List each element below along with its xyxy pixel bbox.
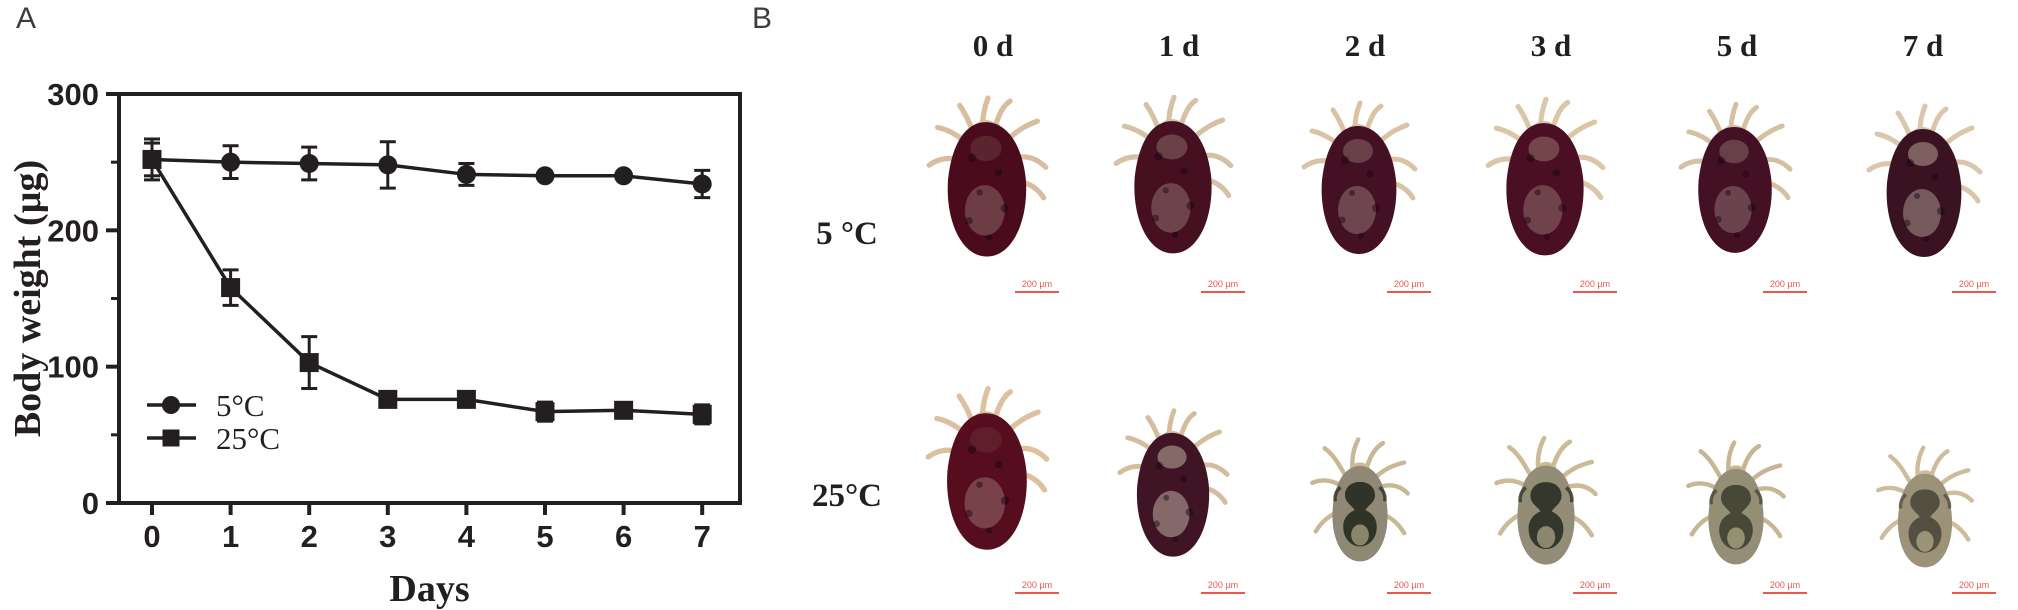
- scale-bar: 200 µm: [1573, 580, 1617, 594]
- scale-bar: 200 µm: [1387, 279, 1431, 293]
- svg-text:5°C: 5°C: [216, 388, 265, 423]
- scale-bar-label: 200 µm: [1021, 279, 1053, 290]
- micrograph-5c-2d: 200 µm: [1285, 78, 1435, 305]
- micrograph-25c-7d: 200 µm: [1850, 332, 2000, 600]
- micrograph-25c-3d: 200 µm: [1471, 332, 1621, 600]
- mite-image: [1680, 104, 1791, 253]
- scale-bar: 200 µm: [1952, 580, 1996, 594]
- micrograph-25c-0d: 200 µm: [913, 332, 1063, 600]
- column-header-5d: 5 d: [1716, 28, 1758, 63]
- mite-image: [1869, 106, 1980, 257]
- svg-text:Body weight (µg): Body weight (µg): [7, 160, 49, 437]
- mite-image: [1116, 97, 1231, 254]
- scale-bar-label: 200 µm: [1207, 279, 1239, 290]
- scale-bar-label: 200 µm: [1393, 279, 1425, 290]
- svg-text:0: 0: [143, 519, 160, 554]
- scale-bar-label: 200 µm: [1393, 580, 1425, 591]
- scale-bar: 200 µm: [1201, 279, 1245, 293]
- scale-bar-label: 200 µm: [1021, 580, 1053, 591]
- svg-text:25°C: 25°C: [216, 421, 280, 456]
- scale-bar-label: 200 µm: [1958, 580, 1990, 591]
- scale-bar-line: [1387, 291, 1431, 293]
- row-header-5c: 5 °C: [816, 216, 878, 252]
- scale-bar: 200 µm: [1763, 580, 1807, 594]
- scale-bar: 200 µm: [1387, 580, 1431, 594]
- scale-bar-line: [1573, 291, 1617, 293]
- scale-bar-line: [1387, 592, 1431, 594]
- mite-image: [1304, 103, 1415, 254]
- panel-b-label: B: [752, 2, 773, 35]
- scale-bar-label: 200 µm: [1769, 279, 1801, 290]
- scale-bar-line: [1015, 592, 1059, 594]
- svg-text:100: 100: [47, 350, 99, 385]
- micrograph-5c-1d: 200 µm: [1099, 78, 1249, 305]
- scale-bar: 200 µm: [1952, 279, 1996, 293]
- scale-bar-line: [1573, 592, 1617, 594]
- column-header-1d: 1 d: [1158, 28, 1200, 63]
- micrograph-25c-5d: 200 µm: [1661, 332, 1811, 600]
- svg-text:4: 4: [458, 519, 476, 554]
- svg-text:300: 300: [47, 77, 99, 112]
- column-header-7d: 7 d: [1902, 28, 1944, 63]
- mite-image: [1119, 410, 1228, 557]
- svg-text:3: 3: [379, 519, 396, 554]
- svg-text:7: 7: [694, 519, 711, 554]
- scale-bar-line: [1952, 291, 1996, 293]
- scale-bar: 200 µm: [1015, 580, 1059, 594]
- micrograph-25c-1d: 200 µm: [1099, 332, 1249, 600]
- mite-image: [1878, 447, 1972, 568]
- scale-bar-label: 200 µm: [1579, 279, 1611, 290]
- svg-text:Days: Days: [389, 568, 469, 610]
- scale-bar-label: 200 µm: [1958, 279, 1990, 290]
- scale-bar-label: 200 µm: [1207, 580, 1239, 591]
- mite-image: [1496, 438, 1596, 565]
- scale-bar: 200 µm: [1763, 279, 1807, 293]
- scale-bar-line: [1763, 291, 1807, 293]
- scale-bar-line: [1763, 592, 1807, 594]
- micrograph-5c-3d: 200 µm: [1471, 78, 1621, 305]
- row-header-25c: 25°C: [811, 478, 883, 514]
- body-weight-line-chart: 0 100 200 300 0 1 2 3 4 5 6 7 Days Body weight (µg) 5°…: [7, 77, 742, 610]
- mite-image: [1688, 442, 1784, 565]
- scale-bar-line: [1201, 291, 1245, 293]
- scale-bar: 200 µm: [1015, 279, 1059, 293]
- scale-bar: 200 µm: [1201, 580, 1245, 594]
- mite-image: [1312, 439, 1408, 562]
- mite-image: [1488, 99, 1603, 256]
- svg-text:0: 0: [82, 486, 99, 521]
- micrograph-5c-5d: 200 µm: [1661, 78, 1811, 305]
- svg-text:6: 6: [615, 519, 632, 554]
- mite-image: [929, 98, 1046, 257]
- svg-text:5: 5: [536, 519, 553, 554]
- micrograph-5c-7d: 200 µm: [1850, 78, 2000, 305]
- scale-bar-label: 200 µm: [1579, 580, 1611, 591]
- column-header-3d: 3 d: [1530, 28, 1572, 63]
- column-header-2d: 2 d: [1344, 28, 1386, 63]
- scale-bar-line: [1952, 592, 1996, 594]
- column-header-0d: 0 d: [972, 28, 1014, 63]
- scale-bar-line: [1201, 592, 1245, 594]
- micrograph-5c-0d: 200 µm: [913, 78, 1063, 305]
- micrograph-25c-2d: 200 µm: [1285, 332, 1435, 600]
- svg-text:2: 2: [301, 519, 318, 554]
- mite-image: [928, 388, 1047, 550]
- scale-bar-line: [1015, 291, 1059, 293]
- scale-bar: 200 µm: [1573, 279, 1617, 293]
- svg-text:200: 200: [47, 213, 99, 248]
- svg-text:1: 1: [222, 519, 239, 554]
- scale-bar-label: 200 µm: [1769, 580, 1801, 591]
- panel-a-label: A: [16, 2, 37, 35]
